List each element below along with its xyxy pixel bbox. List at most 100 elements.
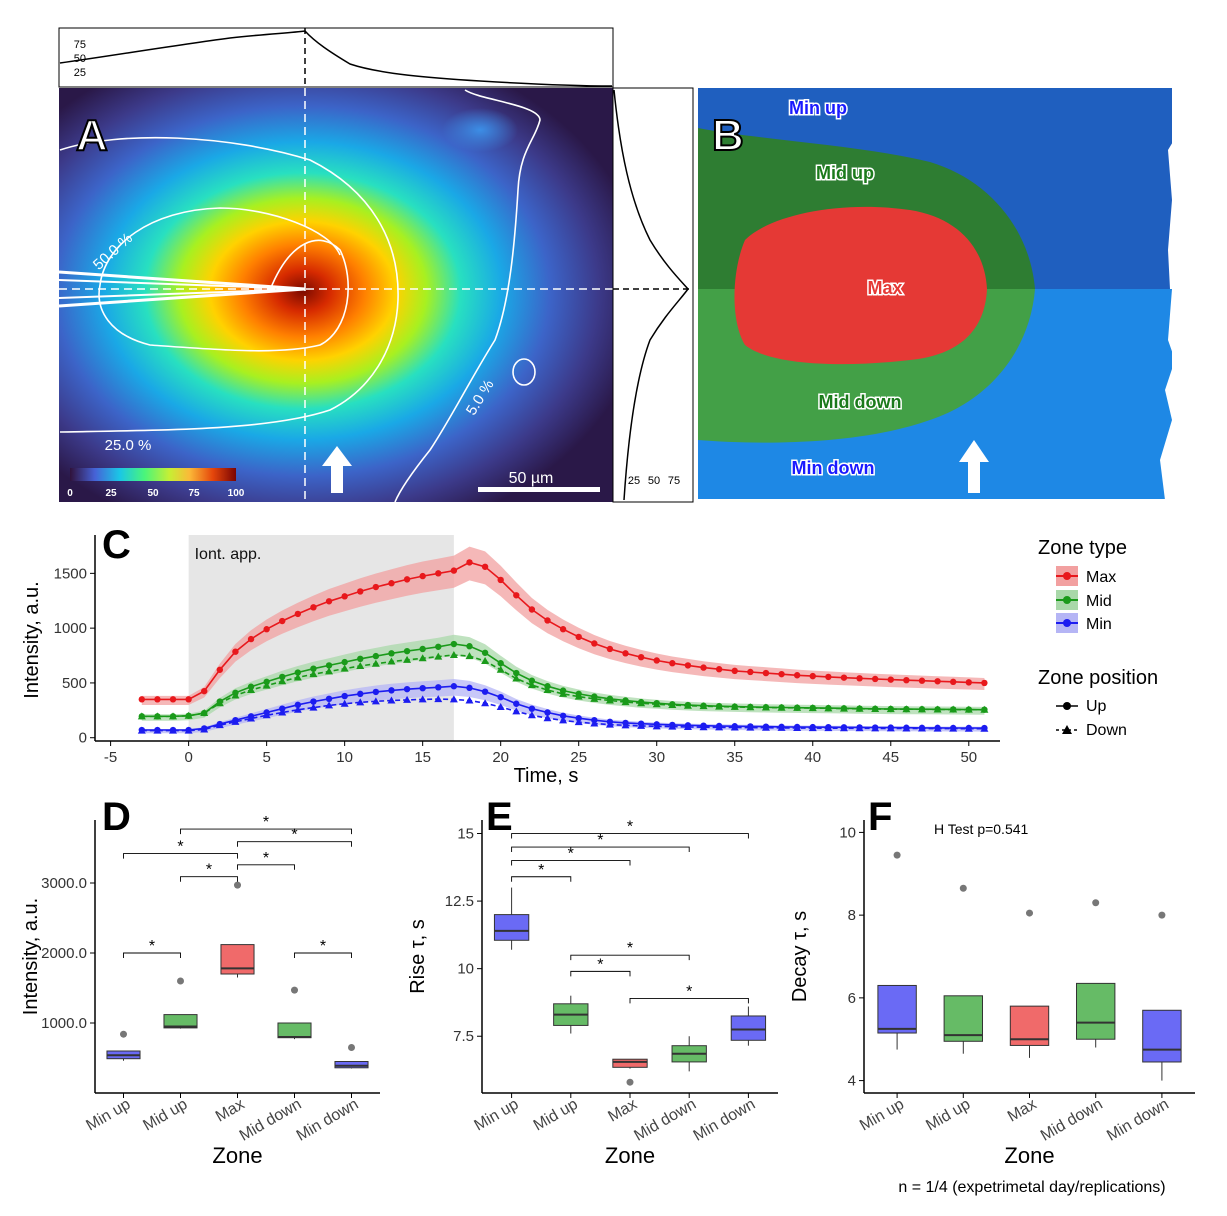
data-point [418, 695, 427, 703]
data-point [559, 712, 567, 719]
outlier-point [291, 986, 298, 994]
data-point [434, 652, 443, 660]
data-point [215, 721, 224, 729]
x-tick-label: Min up [472, 1096, 522, 1135]
data-point [325, 695, 333, 703]
x-tick-label: Mid down [631, 1096, 699, 1145]
bracket-line [511, 846, 690, 853]
data-point [746, 723, 755, 731]
data-point [808, 724, 817, 732]
data-point [964, 724, 973, 732]
y-axis-label: Decay τ, s [789, 911, 811, 1002]
panel-letter-a: A [76, 111, 108, 160]
colorbar-tick: 50 [147, 488, 159, 499]
data-point [419, 572, 426, 580]
box-min-up [493, 887, 530, 950]
data-point [668, 722, 677, 730]
x-tick-label: 40 [804, 749, 821, 766]
x-tick-label: Mid down [237, 1096, 305, 1145]
box-mid-down [277, 986, 312, 1040]
data-point [637, 653, 645, 661]
data-point [340, 664, 349, 672]
data-point [543, 714, 552, 722]
data-point [777, 723, 786, 731]
significance-bracket: * [629, 983, 749, 1004]
legend-label-mid: Mid [1086, 593, 1112, 610]
data-point [138, 696, 146, 703]
y-axis-label: Intensity, a.u. [20, 898, 42, 1015]
x-tick-label: 30 [648, 749, 665, 766]
bracket-line [511, 876, 572, 882]
data-point [434, 695, 443, 703]
box-body [334, 1061, 369, 1069]
data-point [513, 592, 520, 599]
data-point [513, 700, 520, 707]
legend-label-max: Max [1086, 569, 1116, 586]
data-point [839, 704, 848, 712]
data-point [855, 704, 864, 712]
data-point [825, 673, 832, 681]
data-point [169, 712, 178, 720]
series-max-up [138, 559, 988, 703]
band-mid [141, 634, 985, 721]
x-tick-label: Mid up [531, 1096, 581, 1135]
data-point [403, 695, 412, 703]
panel-letter-d: D [102, 795, 131, 839]
zone-labels: Min up Mid up Max Mid down Min down [788, 97, 905, 480]
data-point [215, 699, 224, 707]
data-point [200, 709, 209, 717]
data-point [965, 679, 972, 686]
data-point [325, 667, 334, 675]
data-point [731, 667, 738, 675]
significance-star: * [538, 862, 544, 879]
y-tick-label: 6 [848, 990, 856, 1007]
data-point [528, 606, 536, 613]
significance-bracket: * [123, 839, 238, 859]
data-point [934, 678, 941, 685]
test-annotation: H Test p=0.541 [934, 821, 1029, 837]
y-axis-label: Intensity, a.u. [21, 581, 43, 698]
data-point [808, 704, 817, 712]
data-point [293, 705, 302, 713]
significance-star: * [597, 832, 603, 849]
data-point [169, 696, 177, 703]
colorbar-ticks: 0 25 50 75 100 [67, 488, 245, 499]
data-point [294, 610, 302, 618]
data-point [980, 705, 989, 713]
data-point [918, 677, 926, 684]
data-point [544, 617, 551, 624]
series-min-down [137, 695, 989, 734]
data-point [356, 661, 365, 669]
data-point [621, 721, 630, 729]
data-point [591, 640, 598, 647]
y-tick-label: 15 [457, 826, 474, 843]
up-arrow-icon [322, 446, 352, 493]
data-point [466, 643, 473, 650]
y-tick-label: 500 [62, 675, 87, 692]
data-point [886, 705, 895, 713]
x-axis-label: Time, s [514, 765, 579, 787]
significance-bracket: * [570, 940, 690, 961]
top-profile-tick: 75 [74, 39, 86, 51]
data-point [684, 662, 692, 669]
contour-spot [512, 358, 536, 386]
data-point [403, 685, 411, 693]
data-point [153, 712, 162, 720]
data-point [184, 711, 193, 719]
x-tick-label: Min down [1104, 1096, 1172, 1145]
bracket-line [629, 997, 749, 1004]
data-point [559, 689, 568, 697]
y-tick-label: 2000.0 [41, 945, 87, 962]
outlier-point [1092, 899, 1100, 907]
x-tick-label: 50 [960, 749, 977, 766]
data-point [933, 705, 942, 713]
x-tick-label: 15 [414, 749, 431, 766]
data-point [652, 722, 661, 730]
zone-edge [1168, 88, 1185, 289]
data-point [543, 686, 552, 694]
data-point [232, 648, 239, 655]
significance-star: * [263, 814, 269, 831]
x-tick-label: 45 [882, 749, 899, 766]
zone-edge [1160, 289, 1175, 500]
band-max [141, 546, 985, 705]
